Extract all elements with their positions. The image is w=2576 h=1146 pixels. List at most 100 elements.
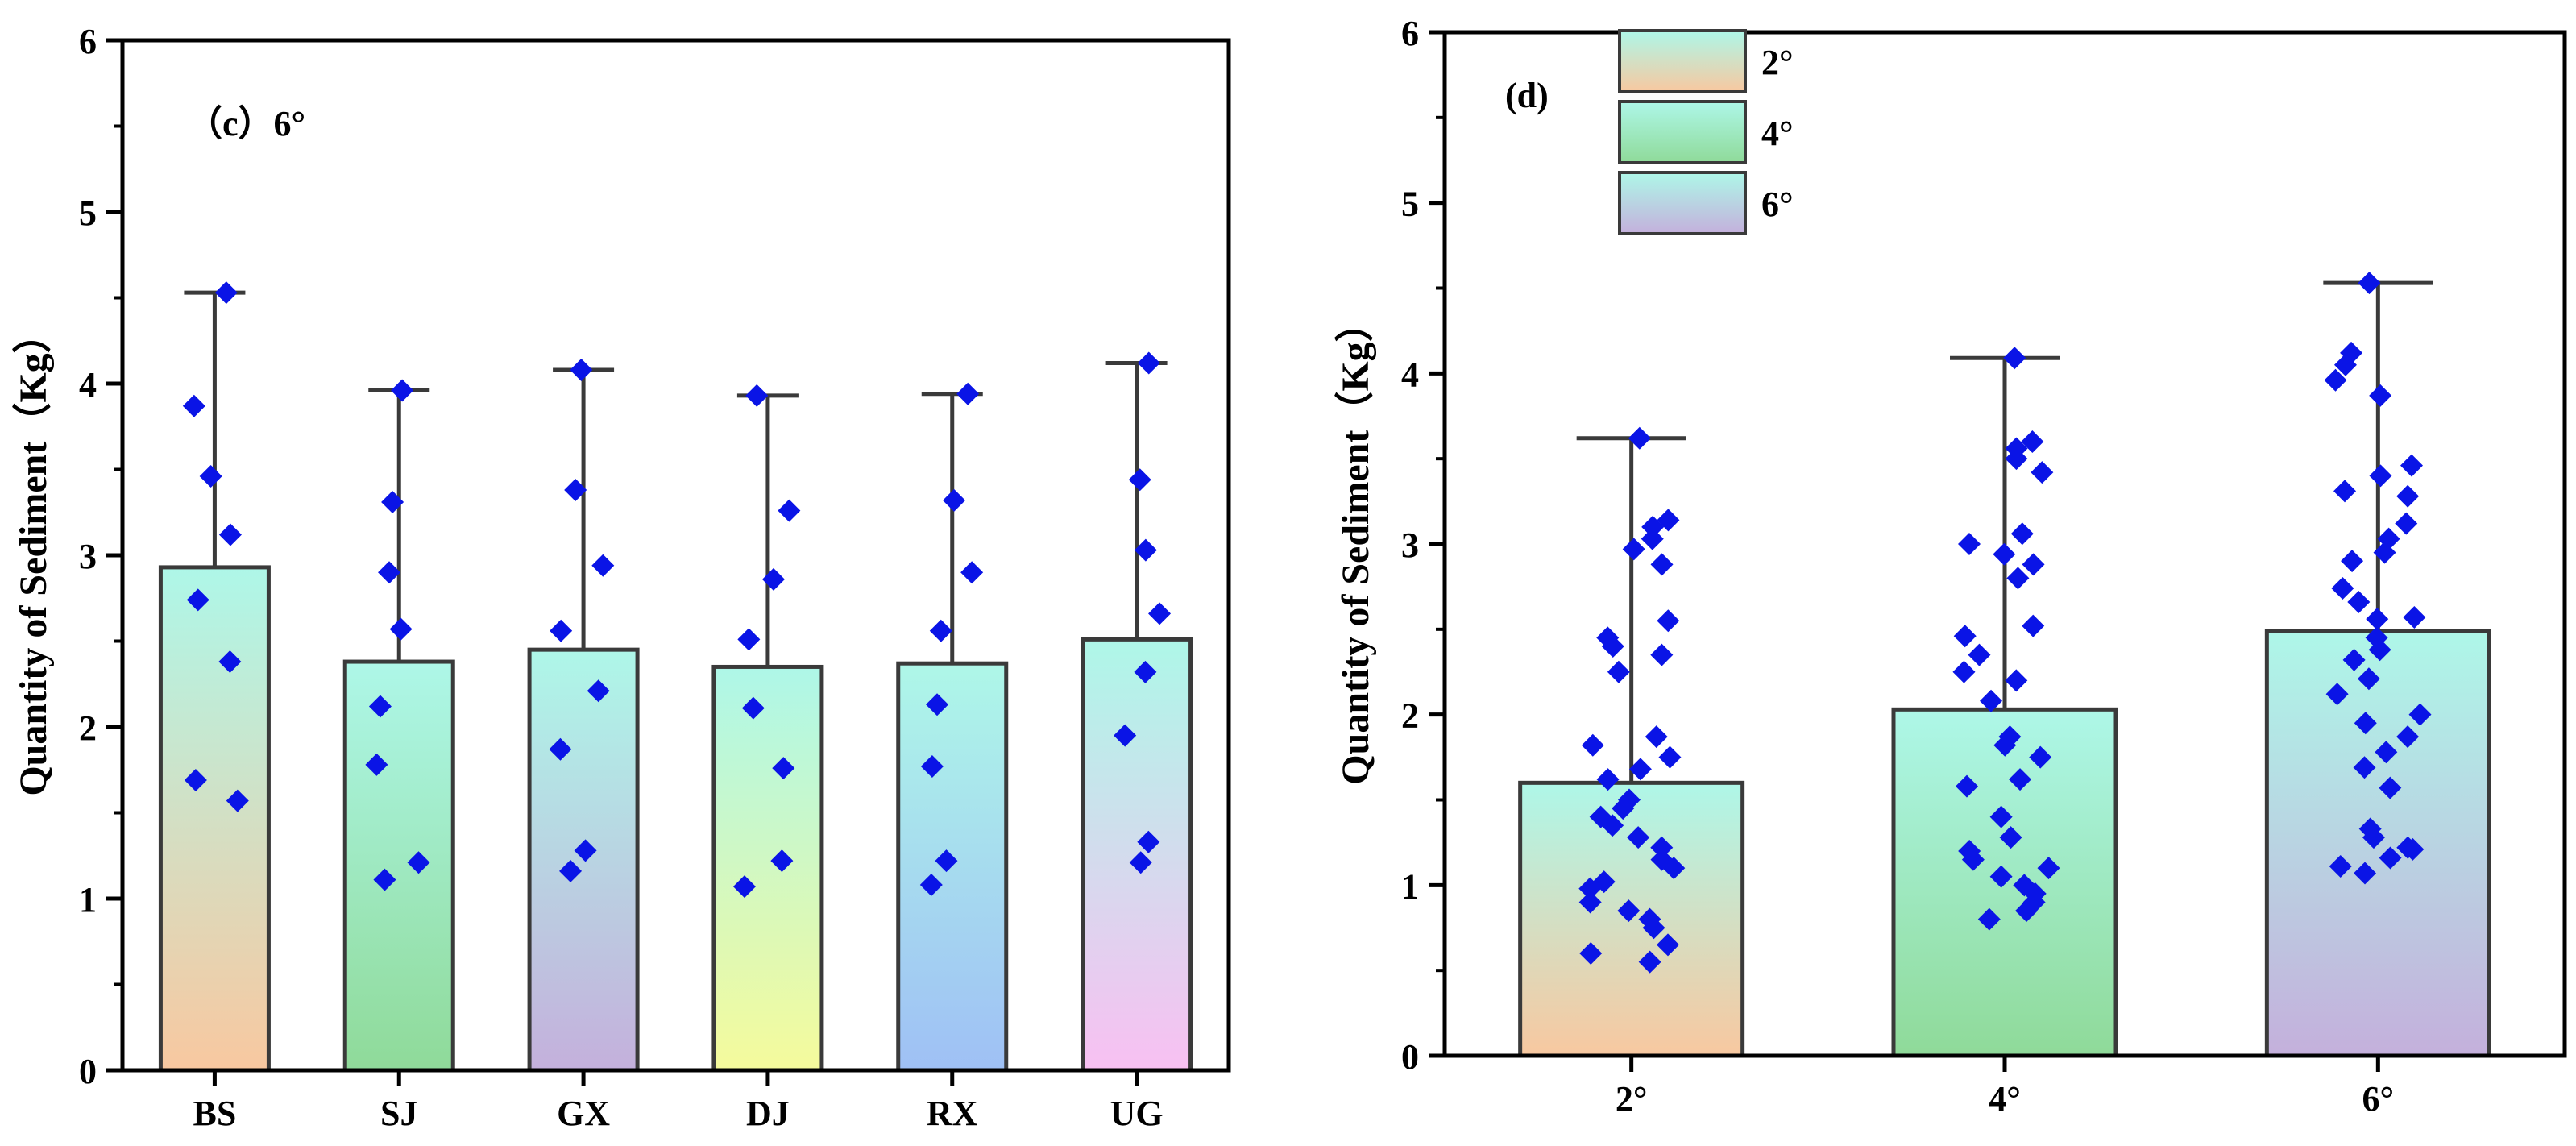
data-point	[1134, 538, 1157, 562]
data-point	[935, 849, 958, 873]
legend-swatch-1	[1618, 100, 1747, 164]
y-tick-label: 3	[79, 537, 97, 576]
data-point	[1658, 745, 1682, 769]
data-point	[1579, 942, 1603, 965]
data-point	[745, 384, 769, 407]
data-point	[1642, 916, 1665, 940]
data-point	[1612, 797, 1635, 820]
data-point	[1129, 851, 1152, 874]
data-point	[2341, 550, 2364, 573]
y-tick-label: 1	[1401, 866, 1419, 906]
data-point	[1578, 877, 1602, 900]
data-point	[2022, 553, 2045, 576]
y-tick-label: 0	[1401, 1037, 1419, 1077]
data-point	[1641, 515, 1665, 538]
data-point	[1645, 725, 1668, 749]
data-point	[2325, 683, 2349, 706]
data-point	[2396, 725, 2420, 749]
data-point	[761, 567, 785, 591]
data-point	[407, 851, 430, 874]
data-point	[943, 488, 966, 512]
data-point	[2005, 447, 2028, 471]
data-point	[919, 873, 943, 896]
data-point	[2010, 522, 2034, 546]
data-point	[2015, 899, 2039, 923]
data-point	[2333, 480, 2357, 503]
data-point	[1980, 689, 2003, 712]
data-point	[1596, 768, 1620, 791]
data-point	[1957, 533, 1981, 555]
data-point	[389, 617, 413, 641]
panel-label: (d)	[1505, 76, 1549, 115]
data-point	[1968, 643, 1991, 666]
data-point	[1650, 643, 1674, 666]
data-point	[226, 789, 249, 812]
data-point	[770, 849, 794, 873]
data-point	[570, 358, 593, 381]
data-point	[2005, 669, 2028, 692]
data-point	[1601, 635, 1624, 658]
y-tick-label: 5	[79, 193, 97, 233]
data-point	[2375, 741, 2398, 764]
data-point	[1622, 538, 1645, 561]
bar-RX	[896, 661, 1009, 1073]
data-point	[1993, 733, 2017, 757]
data-point	[1581, 733, 1604, 757]
chart-panel-d: 0 1 2 3 4 5 6 2° 4° 6° Quantity of Sediment（Kg） (d)…	[1334, 14, 2567, 1119]
data-point	[1638, 950, 1661, 974]
bar-BS	[158, 565, 271, 1073]
data-point	[1993, 542, 2016, 566]
data-point	[378, 561, 401, 584]
data-point	[2373, 541, 2396, 564]
x-tick-label: 4°	[1989, 1079, 2021, 1119]
data-point	[929, 619, 952, 642]
data-point	[1134, 660, 1157, 683]
data-point	[1989, 865, 2013, 888]
data-point	[199, 465, 222, 488]
x-tick-label: DJ	[746, 1094, 790, 1133]
data-point	[2333, 353, 2357, 376]
x-tick-label: BS	[193, 1094, 237, 1133]
data-point	[2331, 577, 2354, 600]
data-point	[2369, 384, 2392, 407]
legend-label: 6°	[1761, 185, 1794, 224]
data-point	[1137, 351, 1160, 375]
data-point	[182, 394, 205, 417]
data-point	[778, 499, 801, 522]
legend-swatch-0	[1618, 29, 1747, 93]
data-point	[214, 281, 238, 305]
x-tick-label: UG	[1110, 1094, 1164, 1133]
data-point	[2021, 430, 2044, 453]
data-point	[1128, 468, 1151, 492]
data-point	[1601, 814, 1624, 837]
data-point	[2342, 648, 2366, 671]
data-point	[1628, 426, 1651, 450]
data-point	[2353, 756, 2376, 779]
data-point	[2031, 461, 2054, 484]
plot-frame	[120, 38, 1231, 1073]
data-point	[2003, 347, 2026, 370]
data-point	[956, 382, 980, 405]
data-point	[591, 554, 615, 577]
x-tick-label: SJ	[380, 1094, 417, 1133]
data-point	[2347, 590, 2371, 613]
data-point	[2403, 606, 2426, 629]
data-point	[1662, 857, 1686, 880]
y-tick-label: 6	[1401, 14, 1419, 53]
data-point	[1578, 891, 1602, 914]
data-point	[2009, 768, 2032, 791]
data-point	[2401, 837, 2425, 861]
data-point	[1641, 527, 1664, 550]
data-point	[2400, 454, 2423, 477]
data-point	[587, 679, 610, 703]
data-point	[1656, 933, 1679, 957]
data-point	[2022, 614, 2045, 637]
data-point	[559, 859, 583, 882]
data-point	[549, 737, 572, 761]
legend-label: 2°	[1761, 43, 1794, 82]
data-point	[2366, 608, 2389, 631]
data-point	[737, 628, 761, 651]
data-point	[365, 753, 388, 776]
data-point	[1961, 848, 1985, 871]
